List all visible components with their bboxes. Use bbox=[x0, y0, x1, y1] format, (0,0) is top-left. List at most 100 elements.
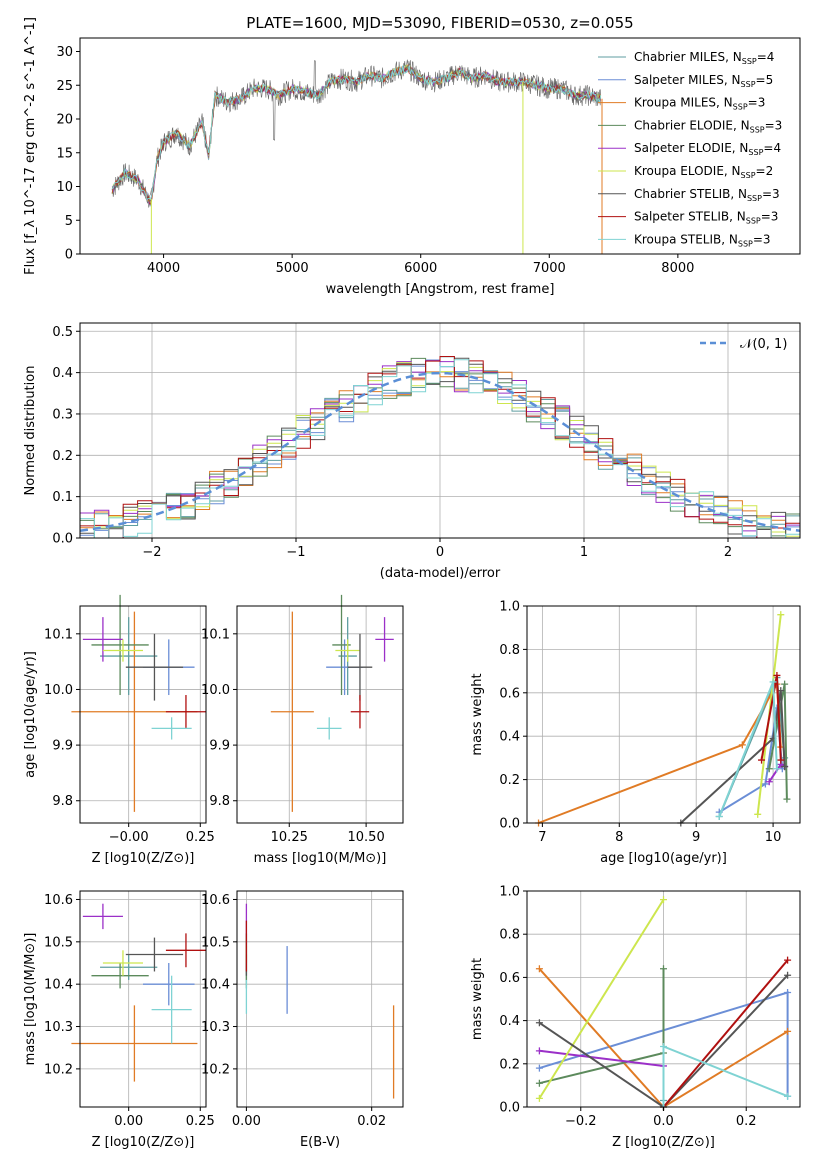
data-marker bbox=[783, 795, 791, 803]
data-marker bbox=[660, 1043, 667, 1051]
data-marker bbox=[773, 765, 781, 773]
x-tick-label: 0.0 bbox=[653, 1114, 674, 1129]
y-tick-label: 0.4 bbox=[499, 1014, 520, 1029]
data-marker bbox=[777, 756, 785, 764]
x-tick-label: 10 bbox=[765, 830, 782, 845]
data-marker bbox=[784, 989, 792, 997]
legend-entry: Salpeter ELODIE, NSSP=4 bbox=[634, 141, 781, 157]
x-tick-label: −0.2 bbox=[565, 1114, 597, 1129]
data-marker bbox=[784, 971, 792, 979]
y-tick-label: 0.1 bbox=[52, 490, 73, 505]
figure-title: PLATE=1600, MJD=53090, FIBERID=0530, z=0… bbox=[246, 14, 633, 32]
legend-entry: Kroupa STELIB, NSSP=3 bbox=[634, 232, 771, 248]
y-axis-label: mass [log10(M/M⊙)] bbox=[23, 933, 38, 1066]
plot-area bbox=[80, 891, 206, 1107]
y-tick-label: 15 bbox=[56, 146, 73, 161]
legend-entry: Salpeter STELIB, NSSP=3 bbox=[634, 210, 778, 226]
y-tick-label: 10.4 bbox=[44, 978, 73, 993]
axes-frame bbox=[236, 890, 404, 1108]
data-marker bbox=[660, 896, 667, 904]
y-tick-label: 0.6 bbox=[499, 971, 520, 986]
y-axis-label: Normed distribution bbox=[23, 366, 38, 496]
x-axis-label: Z [log10(Z/Z⊙)] bbox=[92, 851, 195, 866]
y-tick-label: 25 bbox=[56, 79, 73, 94]
legend-entry: Chabrier ELODIE, NSSP=3 bbox=[634, 118, 782, 134]
data-marker bbox=[784, 956, 792, 964]
legend-entry: Salpeter MILES, NSSP=5 bbox=[634, 73, 773, 89]
x-tick-label: 0.25 bbox=[186, 830, 215, 845]
x-tick-label: 0 bbox=[436, 545, 444, 560]
data-marker bbox=[535, 965, 543, 973]
spectrum-lines bbox=[111, 59, 603, 254]
mass-weight-line bbox=[539, 1049, 664, 1067]
data-marker bbox=[784, 1092, 792, 1100]
y-tick-label: 10 bbox=[56, 180, 73, 195]
y-tick-label: 10.1 bbox=[201, 627, 230, 642]
x-tick-label: 0.25 bbox=[186, 1114, 215, 1129]
x-tick-label: 0.02 bbox=[357, 1114, 386, 1129]
plot-area bbox=[237, 891, 403, 1107]
x-tick-label: 0.00 bbox=[232, 1114, 261, 1129]
x-tick-label: −0.00 bbox=[109, 830, 149, 845]
y-tick-label: 10.2 bbox=[201, 1062, 230, 1077]
x-tick-label: 7 bbox=[538, 830, 546, 845]
plot-area bbox=[80, 606, 206, 823]
y-tick-label: 0.8 bbox=[499, 928, 520, 943]
y-tick-label: 10.3 bbox=[201, 1020, 230, 1035]
x-tick-label: 7000 bbox=[533, 261, 566, 276]
x-axis-label: Z [log10(Z/Z⊙)] bbox=[612, 1135, 715, 1150]
histograms bbox=[80, 356, 800, 538]
y-tick-label: 0 bbox=[65, 248, 73, 263]
data-marker bbox=[765, 765, 773, 773]
data-marker bbox=[758, 756, 766, 764]
mass-weight-line bbox=[680, 690, 786, 824]
x-tick-label: 0.2 bbox=[736, 1114, 757, 1129]
legend-entry: Chabrier STELIB, NSSP=3 bbox=[634, 187, 780, 203]
x-axis-label: Z [log10(Z/Z⊙)] bbox=[92, 1135, 195, 1150]
y-tick-label: 9.8 bbox=[209, 794, 230, 809]
x-tick-label: 8000 bbox=[661, 261, 694, 276]
y-tick-label: 0.0 bbox=[52, 532, 73, 547]
x-tick-label: 4000 bbox=[147, 261, 180, 276]
data-marker bbox=[535, 1019, 543, 1027]
y-tick-label: 0.6 bbox=[499, 686, 520, 701]
data-marker bbox=[761, 780, 769, 788]
legend-entry: Chabrier MILES, NSSP=4 bbox=[634, 50, 774, 66]
y-axis-label: mass weight bbox=[470, 958, 485, 1040]
y-tick-label: 10.0 bbox=[44, 683, 73, 698]
y-tick-label: 10.5 bbox=[201, 935, 230, 950]
y-tick-label: 0.5 bbox=[52, 325, 73, 340]
x-tick-label: 5000 bbox=[276, 261, 309, 276]
plot-area bbox=[237, 606, 403, 823]
y-tick-label: 10.3 bbox=[44, 1020, 73, 1035]
x-tick-label: 10.25 bbox=[271, 830, 308, 845]
y-tick-label: 10.5 bbox=[44, 935, 73, 950]
y-tick-label: 9.8 bbox=[52, 794, 73, 809]
data-marker bbox=[660, 965, 667, 973]
data-marker bbox=[773, 671, 781, 679]
y-tick-label: 0.4 bbox=[499, 730, 520, 745]
y-tick-label: 9.9 bbox=[209, 739, 230, 754]
axes-frame bbox=[79, 605, 207, 824]
y-tick-label: 1.0 bbox=[499, 885, 520, 900]
data-marker bbox=[715, 812, 723, 820]
mass-weight-line bbox=[538, 899, 665, 1099]
y-tick-label: 10.6 bbox=[201, 893, 230, 908]
data-marker bbox=[535, 1079, 543, 1087]
x-tick-label: 10.50 bbox=[348, 830, 385, 845]
y-tick-label: 0.2 bbox=[52, 449, 73, 464]
x-tick-label: 6000 bbox=[404, 261, 437, 276]
y-tick-label: 10.2 bbox=[44, 1062, 73, 1077]
x-axis-label: (data-model)/error bbox=[380, 566, 501, 581]
y-tick-label: 9.9 bbox=[52, 739, 73, 754]
residual-histogram bbox=[80, 356, 800, 538]
data-marker bbox=[781, 763, 789, 771]
y-tick-label: 20 bbox=[56, 113, 73, 128]
y-tick-label: 0.3 bbox=[52, 407, 73, 422]
legend-entry: 𝒩(0, 1) bbox=[740, 337, 787, 352]
model-spectrum bbox=[111, 65, 602, 201]
x-axis-label: mass [log10(M/M⊙)] bbox=[254, 851, 387, 866]
x-axis-label: age [log10(age/yr)] bbox=[600, 851, 727, 866]
data-marker bbox=[738, 741, 746, 749]
